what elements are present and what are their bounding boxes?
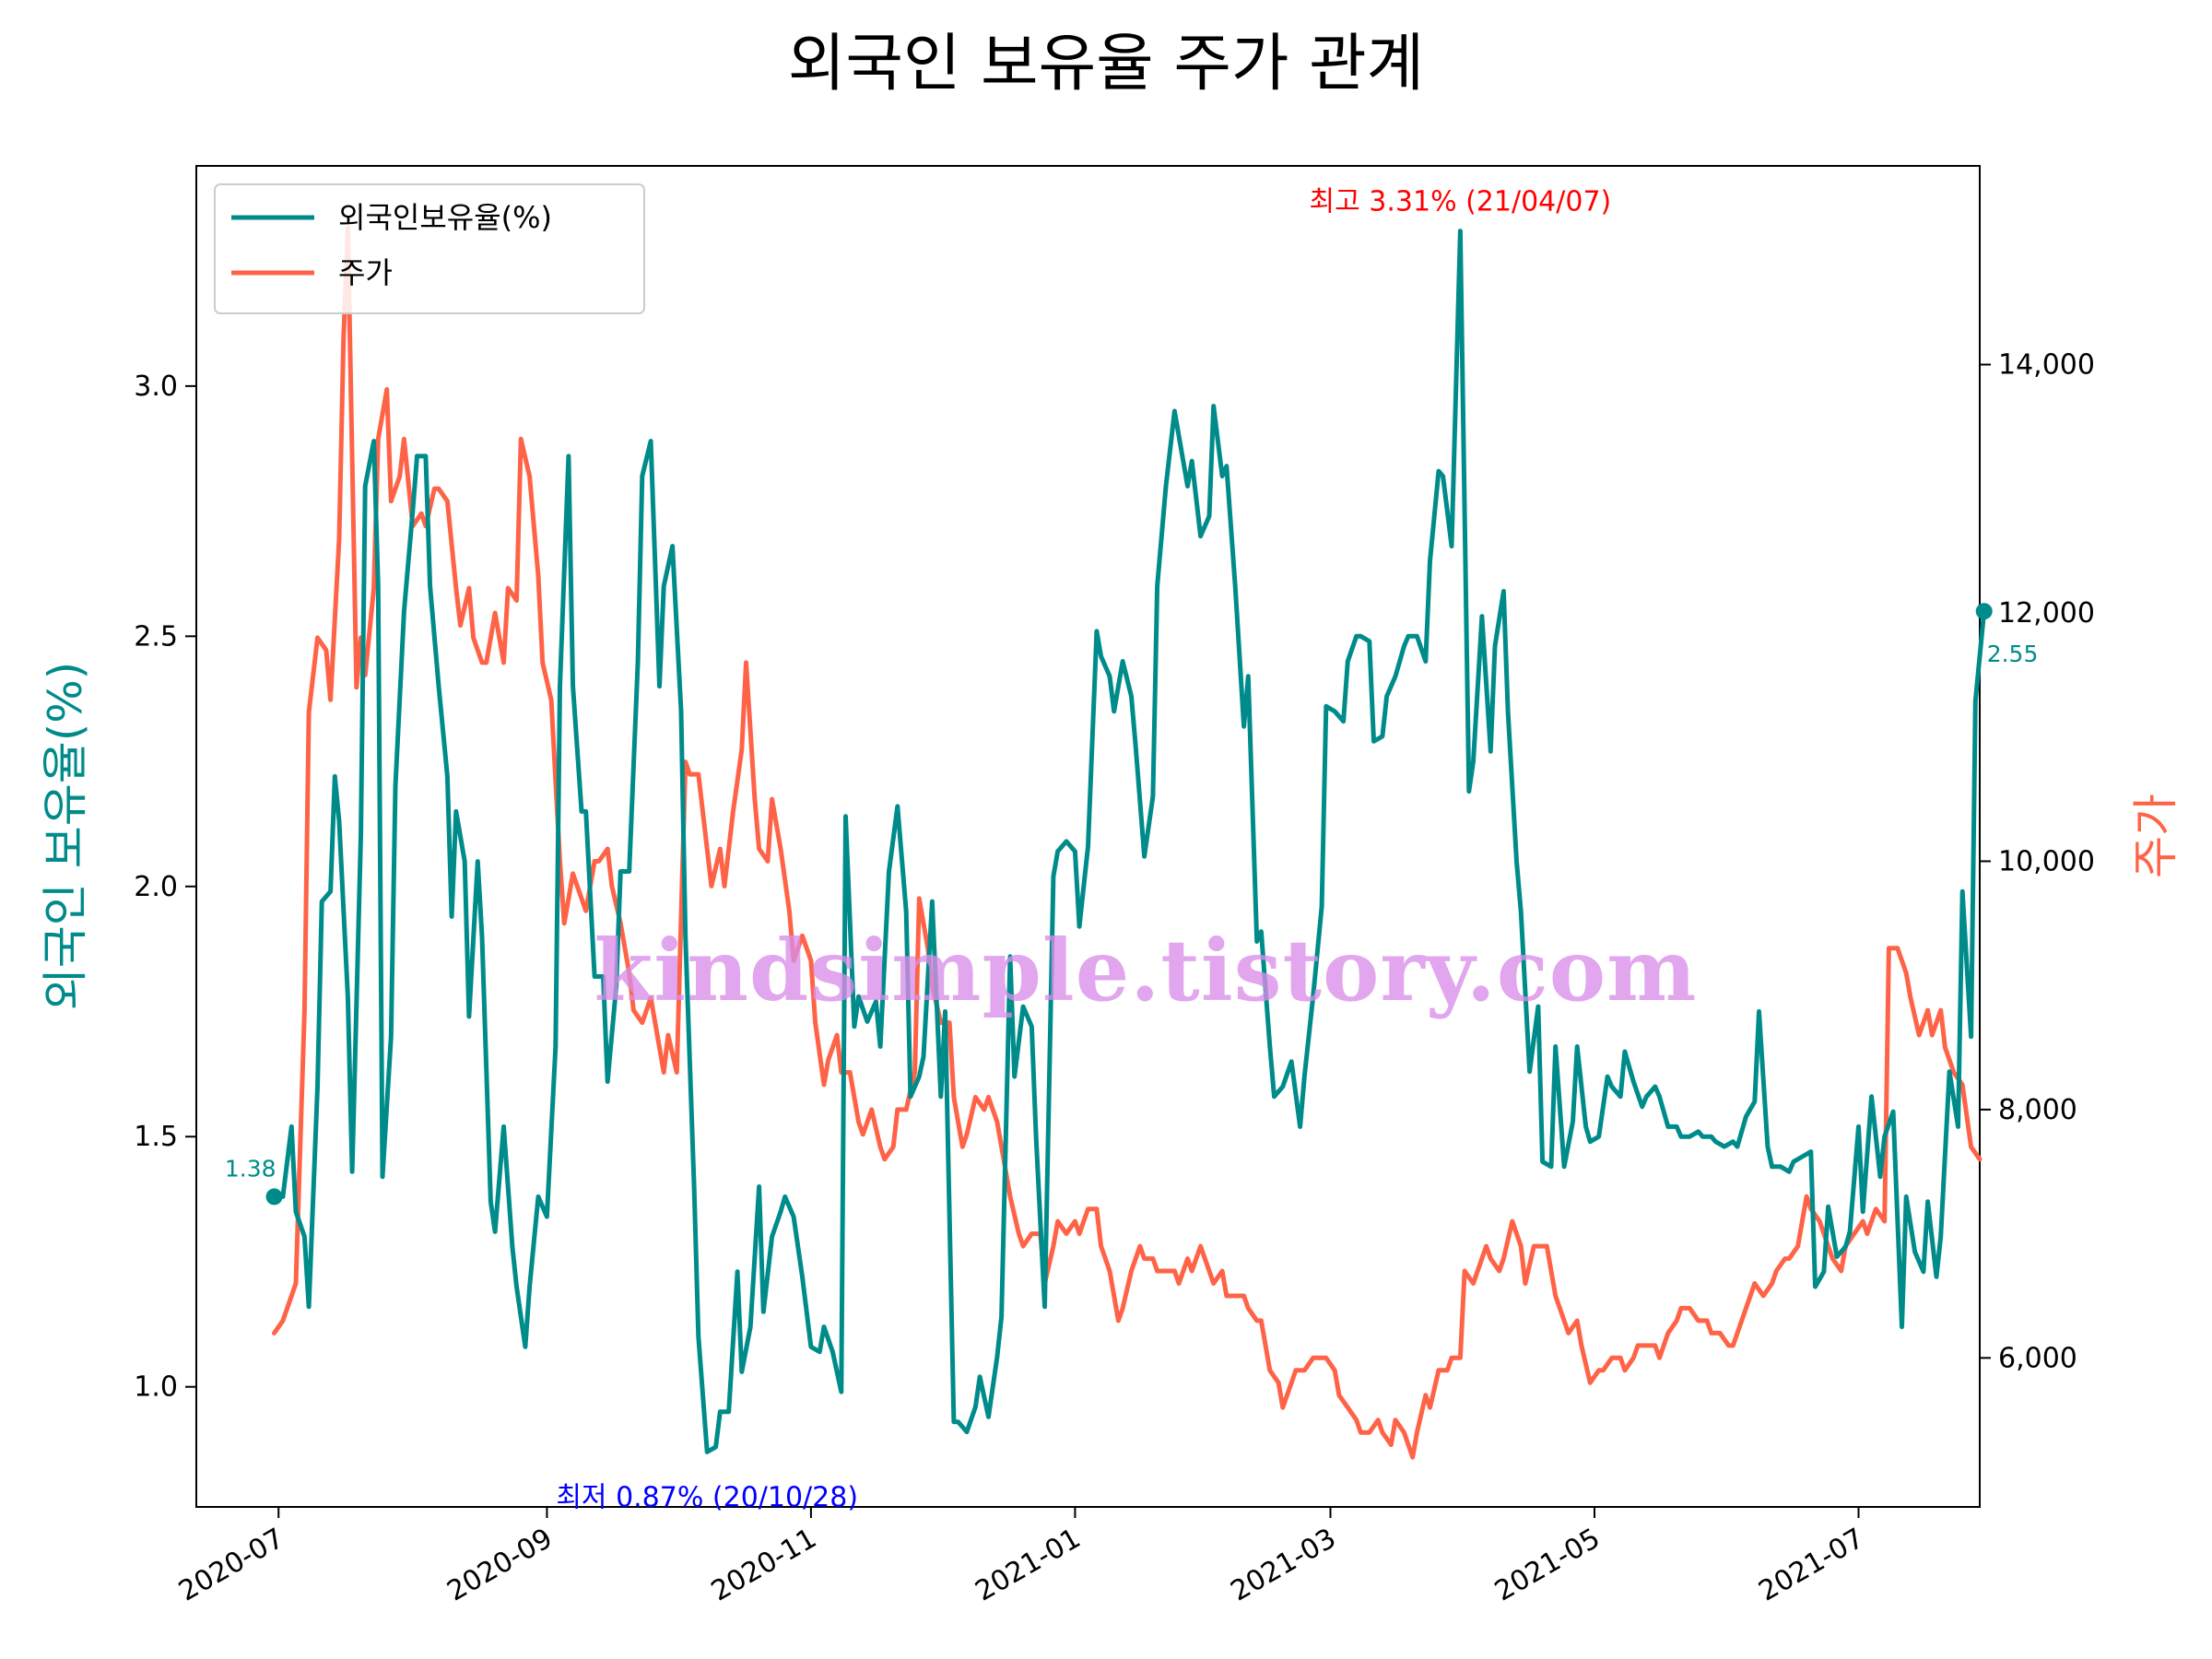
x-axis: 2020-07 2020-09 2020-11 2021-01 2021-03 2021-… [173, 1507, 1869, 1608]
x-tick-label: 2020-07 [173, 1523, 289, 1608]
series-line-holding [272, 229, 1987, 1454]
annotations: 1.38 2.55 최고 3.31% (21/04/07) 최저 0.87% (20/… [225, 186, 2039, 1514]
y-right-tick-label: 6,000 [1998, 1342, 2077, 1374]
y-right-tick-label: 12,000 [1998, 597, 2095, 629]
y-left-tick-label: 3.0 [134, 371, 178, 403]
y-left-tick-label: 2.0 [134, 871, 178, 903]
end-marker [265, 1188, 283, 1206]
series-layer [272, 225, 1987, 1460]
y-left-tick-label: 2.5 [134, 620, 178, 653]
legend-label-holding: 외국인보유율(%) [338, 200, 552, 235]
watermark-layer: kindsimple.tistory.com [594, 921, 1697, 1020]
watermark: kindsimple.tistory.com [594, 921, 1697, 1020]
x-tick-label: 2021-01 [970, 1523, 1086, 1608]
end-label: 1.38 [225, 1155, 276, 1182]
y-axis-left: 1.0 1.5 2.0 2.5 3.0 [134, 371, 196, 1404]
legend-box [214, 183, 645, 314]
x-tick-label: 2020-11 [706, 1523, 822, 1608]
min-annotation: 최저 0.87% (20/10/28) [556, 1481, 858, 1513]
x-tick-label: 2021-05 [1489, 1523, 1606, 1608]
y-axis-right: 6,000 8,000 10,000 12,000 14,000 [1980, 349, 2095, 1374]
y-left-tick-label: 1.0 [134, 1371, 178, 1404]
end-label: 2.55 [1987, 641, 2039, 667]
x-tick-label: 2021-07 [1753, 1523, 1869, 1608]
y-right-tick-label: 8,000 [1998, 1094, 2077, 1126]
y-left-tick-label: 1.5 [134, 1121, 178, 1153]
y-axis-right-title: 주가 [2129, 794, 2183, 878]
series-line-price [272, 225, 1983, 1460]
legend: 외국인보유율(%) 주가 [214, 183, 645, 314]
max-annotation: 최고 3.31% (21/04/07) [1310, 186, 1612, 218]
x-tick-label: 2020-09 [441, 1523, 558, 1608]
y-right-tick-label: 14,000 [1998, 349, 2095, 382]
y-right-tick-label: 10,000 [1998, 845, 2095, 877]
x-tick-label: 2021-03 [1225, 1523, 1341, 1608]
chart-title: 외국인 보유율 주가 관계 [788, 28, 1424, 100]
y-axis-left-title: 외국인 보유율(%) [39, 662, 92, 1010]
legend-label-price: 주가 [338, 255, 393, 290]
end-marker [1975, 603, 1993, 620]
